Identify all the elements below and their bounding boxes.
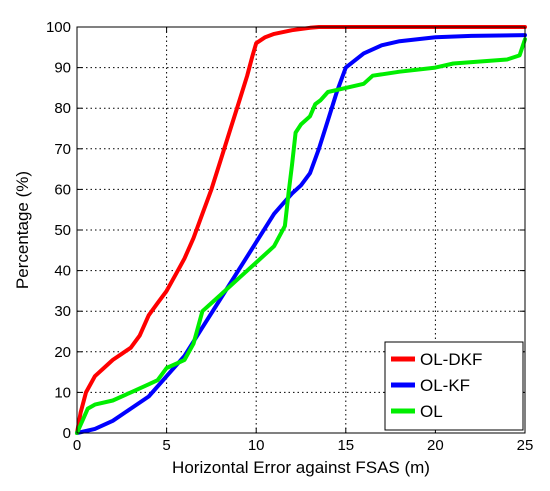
legend-label: OL <box>420 402 443 421</box>
x-tick-label: 25 <box>517 437 534 454</box>
y-tick-label: 70 <box>54 141 71 158</box>
x-axis-label: Horizontal Error against FSAS (m) <box>172 458 430 477</box>
x-tick-label: 20 <box>427 437 444 454</box>
y-tick-label: 30 <box>54 303 71 320</box>
grid <box>77 27 525 433</box>
y-tick-label: 20 <box>54 344 71 361</box>
y-tick-label: 40 <box>54 263 71 280</box>
series-line-ol <box>75 37 527 435</box>
series-line-ol-dkf <box>75 25 527 435</box>
y-tick-label: 80 <box>54 100 71 117</box>
x-tick-label: 15 <box>337 437 354 454</box>
y-tick-label: 90 <box>54 60 71 77</box>
y-tick-label: 60 <box>54 181 71 198</box>
x-tick-label: 0 <box>73 437 81 454</box>
legend-label: OL-DKF <box>420 350 482 369</box>
y-tick-label: 10 <box>54 384 71 401</box>
x-tick-label: 5 <box>162 437 170 454</box>
x-tick-label: 10 <box>248 437 265 454</box>
y-tick-label: 100 <box>46 19 71 36</box>
legend: OL-DKF OL-KF OL <box>384 341 524 431</box>
series-lines <box>75 25 527 435</box>
y-axis-label: Percentage (%) <box>13 171 32 289</box>
y-tick-label: 0 <box>63 425 71 442</box>
axis-ticks: 0 5 10 15 20 25 0 10 20 30 40 50 60 70 80 90 100 <box>46 19 533 454</box>
legend-label: OL-KF <box>420 376 470 395</box>
y-tick-label: 50 <box>54 222 71 239</box>
